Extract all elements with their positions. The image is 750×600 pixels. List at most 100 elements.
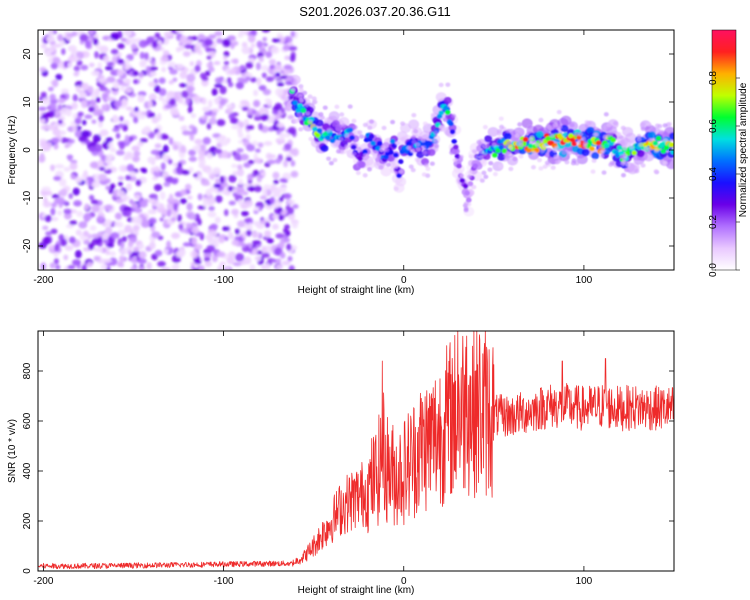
noise-blob	[80, 99, 88, 109]
noise-blob	[287, 199, 296, 205]
noise-blob	[105, 185, 111, 191]
ridge-blob	[591, 152, 600, 160]
ridge-blob	[393, 152, 399, 158]
ridge-halo-blob	[363, 153, 369, 158]
ridge-blob	[396, 173, 402, 179]
y-tick-label: 0	[22, 147, 33, 153]
noise-blob	[61, 48, 66, 55]
noise-blob	[176, 63, 184, 70]
noise-blob	[151, 231, 161, 239]
noise-blob	[117, 59, 125, 64]
ridge-halo-blob	[663, 132, 669, 137]
ridge-halo-blob	[505, 128, 511, 134]
noise-blob	[226, 104, 235, 109]
noise-blob	[264, 230, 271, 238]
ridge-blob	[427, 148, 436, 157]
noise-blob	[163, 248, 169, 254]
ridge-halo-blob	[554, 159, 560, 165]
noise-blob	[284, 143, 292, 151]
ridge-blob	[438, 110, 445, 116]
noise-blob	[57, 34, 64, 42]
ridge-halo-blob	[621, 173, 627, 178]
noise-blob	[125, 58, 130, 66]
noise-blob	[214, 83, 223, 88]
noise-blob	[113, 100, 123, 108]
ridge-blob	[376, 140, 383, 146]
ridge-halo-blob	[408, 164, 414, 169]
noise-blob	[106, 242, 114, 248]
noise-blob	[197, 218, 202, 226]
noise-blob	[67, 62, 73, 68]
ridge-halo-blob	[528, 137, 534, 142]
noise-blob	[58, 130, 67, 136]
noise-blob	[101, 104, 107, 111]
ridge-halo-blob	[564, 159, 570, 165]
spectrogram-x-axis: -200 -100 0 100	[33, 30, 593, 286]
noise-blob	[288, 265, 295, 270]
noise-blob	[43, 47, 53, 55]
ridge-blob	[652, 140, 659, 146]
noise-blob	[202, 137, 211, 145]
ridge-blob	[300, 108, 307, 114]
noise-blob	[147, 198, 156, 204]
ridge-halo-blob	[640, 163, 646, 168]
ridge-halo-blob	[393, 164, 399, 169]
noise-blob	[128, 37, 138, 44]
ridge-blob	[464, 190, 470, 196]
noise-blob	[281, 186, 287, 193]
noise-blob	[206, 244, 216, 252]
x-tick-label: 0	[401, 576, 407, 587]
noise-blob	[149, 71, 157, 77]
noise-blob	[154, 249, 163, 257]
noise-blob	[272, 109, 279, 115]
noise-blob	[219, 85, 227, 95]
noise-blob	[146, 262, 152, 270]
noise-blob	[175, 166, 181, 173]
noise-blob	[287, 256, 293, 262]
noise-blob	[146, 65, 151, 74]
ridge-halo-blob	[620, 161, 626, 166]
noise-blob	[154, 85, 161, 94]
noise-blob	[118, 181, 123, 187]
noise-blob	[57, 98, 66, 104]
ridge-halo-blob	[625, 162, 631, 167]
noise-blob	[260, 113, 269, 121]
noise-blob	[125, 246, 134, 251]
noise-blob	[212, 167, 221, 176]
ridge-blob	[328, 111, 340, 122]
noise-blob	[90, 199, 99, 205]
y-tick-label: -20	[22, 238, 33, 253]
ridge-blob	[380, 166, 392, 177]
noise-blob	[249, 264, 256, 270]
noise-blob	[272, 258, 277, 263]
noise-blob	[206, 122, 212, 130]
noise-blob	[181, 125, 188, 131]
noise-blob	[279, 252, 286, 259]
noise-blob	[261, 252, 270, 258]
snr-ylabel: SNR (10 * v/v)	[7, 419, 18, 483]
spectrogram-xlabel: Height of straight line (km)	[298, 285, 415, 296]
noise-blob	[260, 65, 269, 72]
noise-blob	[208, 205, 215, 212]
ridge-blob	[595, 140, 602, 146]
ridge-halo-blob	[601, 170, 607, 175]
noise-blob	[187, 105, 193, 114]
ridge-blob	[495, 147, 501, 153]
ridge-halo-blob	[463, 207, 469, 213]
ridge-halo-blob	[298, 87, 304, 93]
ridge-halo-blob	[492, 171, 498, 177]
ridge-halo-blob	[305, 111, 311, 116]
ridge-halo-blob	[608, 131, 614, 137]
noise-blob	[135, 179, 142, 187]
noise-blob	[194, 259, 202, 265]
y-tick-label: 200	[22, 512, 33, 529]
noise-blob	[261, 30, 271, 33]
noise-blob	[156, 113, 162, 122]
noise-blob	[98, 77, 106, 83]
noise-blob	[192, 95, 201, 102]
ridge-halo-blob	[415, 142, 421, 147]
noise-blob	[220, 150, 229, 159]
ridge-halo-blob	[319, 115, 325, 120]
ridge-blob	[484, 135, 493, 143]
noise-blob	[118, 116, 124, 122]
